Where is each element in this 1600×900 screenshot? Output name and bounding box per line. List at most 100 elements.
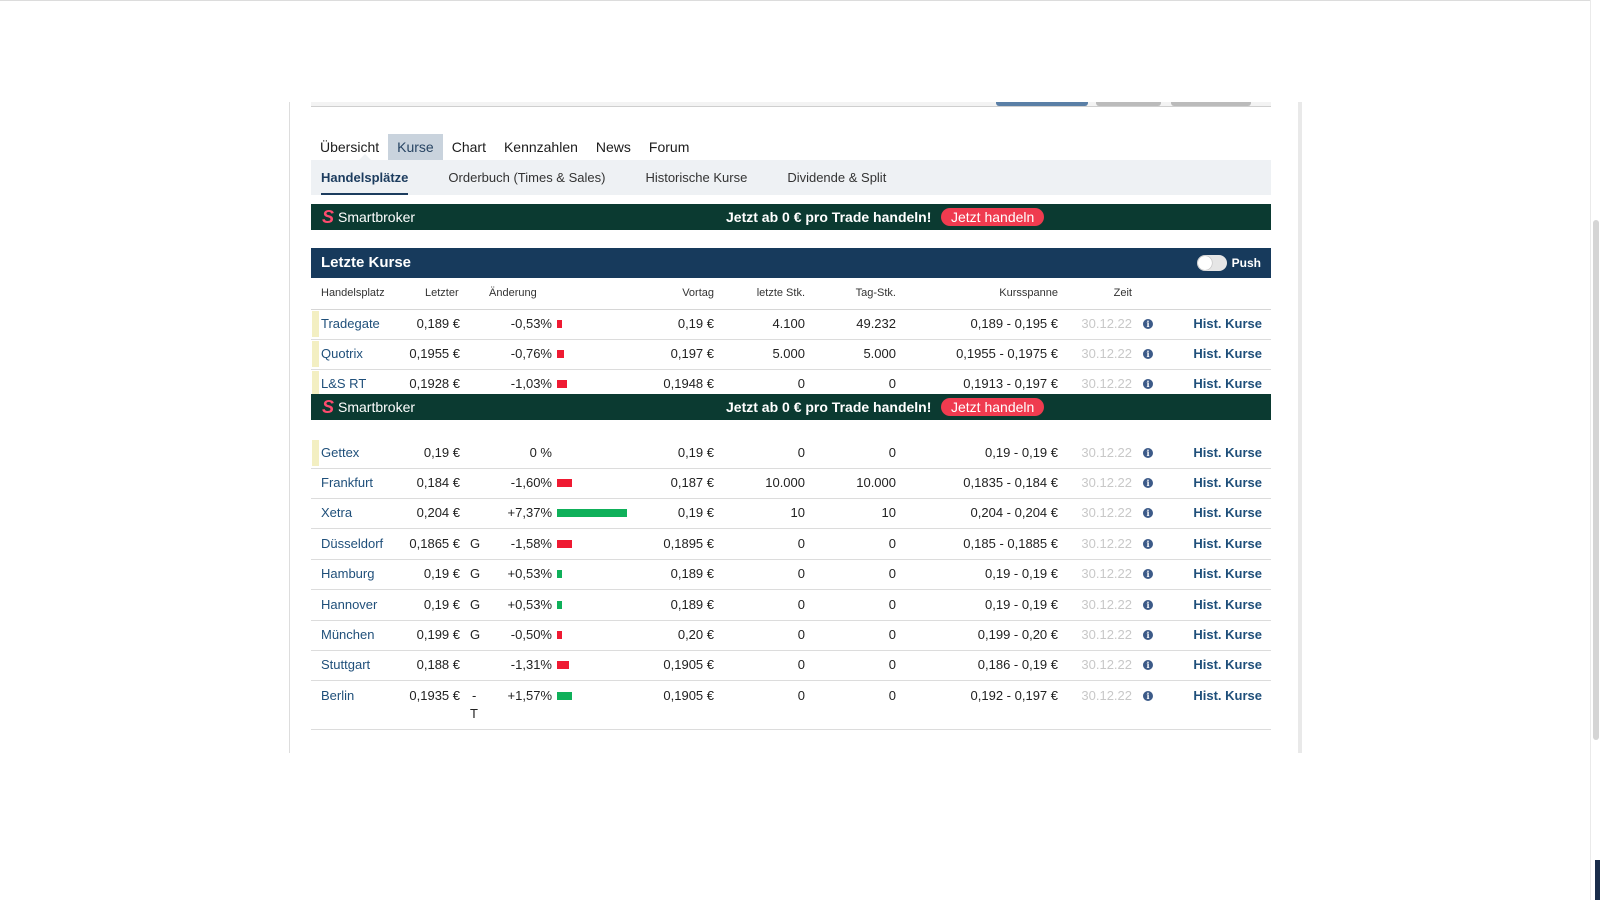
- change-bar: [557, 631, 562, 639]
- jetzt-handeln-button[interactable]: Jetzt handeln: [941, 208, 1045, 226]
- venue-link[interactable]: Xetra: [321, 505, 353, 520]
- last-quantity: 0: [797, 536, 805, 551]
- tab-forum[interactable]: Forum: [648, 139, 690, 155]
- toolbar-button-remnant[interactable]: [996, 102, 1088, 106]
- banner-promo-text: Jetzt ab 0 € pro Trade handeln!: [726, 209, 932, 225]
- hist-kurse-link[interactable]: Hist. Kurse: [1193, 597, 1262, 612]
- tab-uebersicht[interactable]: Übersicht: [320, 139, 380, 155]
- scrollbar-thumb[interactable]: [1593, 220, 1599, 740]
- venue-link[interactable]: Frankfurt: [321, 475, 374, 490]
- push-label: Push: [1231, 256, 1261, 270]
- tab-chart[interactable]: Chart: [451, 139, 486, 155]
- info-icon[interactable]: i: [1143, 349, 1153, 359]
- letzte-kurse-header: Letzte Kurse Push: [311, 248, 1271, 278]
- quote-time: 30.12.22: [1081, 627, 1132, 642]
- venue-link[interactable]: München: [321, 627, 375, 642]
- day-quantity: 0: [888, 597, 896, 612]
- browser-top-border: [0, 0, 1600, 1]
- prev-close: 0,197 €: [670, 346, 714, 361]
- hist-kurse-link[interactable]: Hist. Kurse: [1193, 445, 1262, 460]
- venue-link[interactable]: Hannover: [321, 597, 378, 612]
- change-bar: [557, 350, 564, 358]
- venue-link[interactable]: Berlin: [321, 688, 355, 703]
- quote-time: 30.12.22: [1081, 475, 1132, 490]
- venue-link[interactable]: Quotrix: [321, 346, 363, 361]
- toggle-knob: [1197, 256, 1212, 270]
- toolbar-button-remnant[interactable]: [1096, 102, 1161, 106]
- day-quantity: 5.000: [863, 346, 896, 361]
- hist-kurse-link[interactable]: Hist. Kurse: [1193, 316, 1262, 331]
- last-quantity: 10.000: [765, 475, 805, 490]
- hist-kurse-link[interactable]: Hist. Kurse: [1193, 505, 1262, 520]
- col-zeit: Zeit: [1113, 287, 1132, 299]
- tab-kennzahlen[interactable]: Kennzahlen: [503, 139, 578, 155]
- flag-marker: -: [472, 688, 477, 703]
- change-bar: [557, 380, 567, 388]
- smartbroker-ad-banner[interactable]: S Smartbroker Jetzt ab 0 € pro Trade han…: [311, 204, 1271, 230]
- hist-kurse-link[interactable]: Hist. Kurse: [1193, 346, 1262, 361]
- venue-link[interactable]: Stuttgart: [321, 657, 371, 672]
- flag-marker: T: [470, 706, 478, 721]
- table-row: Gettex 0,19 € 0 % 0,19 € 0 0 0,19 - 0,19 € 30.1…: [311, 438, 1271, 469]
- subtab-orderbuch[interactable]: Orderbuch (Times & Sales): [448, 170, 606, 185]
- venue-link[interactable]: Düsseldorf: [321, 536, 384, 551]
- hist-kurse-link[interactable]: Hist. Kurse: [1193, 376, 1262, 391]
- prev-close: 0,1905 €: [663, 657, 714, 672]
- hist-kurse-link[interactable]: Hist. Kurse: [1193, 627, 1262, 642]
- toolbar-button-remnant[interactable]: [1171, 102, 1251, 106]
- quote-time: 30.12.22: [1081, 505, 1132, 520]
- change-percent: +7,37%: [507, 505, 552, 520]
- info-icon[interactable]: i: [1143, 660, 1153, 670]
- venue-link[interactable]: Gettex: [321, 445, 360, 460]
- price-range: 0,19 - 0,19 €: [985, 597, 1058, 612]
- change-bar: [557, 692, 572, 700]
- smartbroker-ad-banner-inline[interactable]: S Smartbroker Jetzt ab 0 € pro Trade han…: [311, 394, 1271, 420]
- info-icon[interactable]: i: [1143, 691, 1153, 701]
- smartbroker-brand-text: Smartbroker: [338, 399, 416, 415]
- hist-kurse-link[interactable]: Hist. Kurse: [1193, 566, 1262, 581]
- col-vortag: Vortag: [682, 287, 714, 299]
- hist-kurse-link[interactable]: Hist. Kurse: [1193, 536, 1262, 551]
- page-scrollbar[interactable]: [1590, 0, 1600, 900]
- hist-kurse-link[interactable]: Hist. Kurse: [1193, 657, 1262, 672]
- change-bar: [557, 540, 572, 548]
- info-icon[interactable]: i: [1143, 448, 1153, 458]
- subtab-handelsplaetze[interactable]: Handelsplätze: [321, 154, 409, 195]
- table-row: Frankfurt 0,184 € -1,60% 0,187 € 10.000 10.00…: [311, 468, 1271, 499]
- day-quantity: 0: [888, 657, 896, 672]
- info-icon[interactable]: i: [1143, 569, 1153, 579]
- last-quantity: 0: [797, 566, 805, 581]
- jetzt-handeln-button[interactable]: Jetzt handeln: [941, 398, 1045, 416]
- info-icon[interactable]: i: [1143, 630, 1153, 640]
- day-quantity: 0: [888, 688, 896, 703]
- table-row: Xetra 0,204 € +7,37% 0,19 € 10 10 0,204 - 0,20…: [311, 498, 1271, 529]
- change-percent: -1,60%: [510, 475, 552, 490]
- last-quantity: 5.000: [772, 346, 805, 361]
- prev-close: 0,19 €: [677, 445, 714, 460]
- subtab-dividende-split[interactable]: Dividende & Split: [787, 170, 887, 185]
- info-icon[interactable]: i: [1143, 600, 1153, 610]
- tab-news[interactable]: News: [595, 139, 631, 155]
- venue-link[interactable]: Tradegate: [321, 316, 380, 331]
- info-icon[interactable]: i: [1143, 319, 1153, 329]
- col-letzte-stk: letzte Stk.: [756, 287, 805, 299]
- info-icon[interactable]: i: [1143, 379, 1153, 389]
- col-handelsplatz: Handelsplatz: [321, 287, 385, 299]
- info-icon[interactable]: i: [1143, 508, 1153, 518]
- hist-kurse-link[interactable]: Hist. Kurse: [1193, 475, 1262, 490]
- quote-time: 30.12.22: [1081, 566, 1132, 581]
- info-icon[interactable]: i: [1143, 478, 1153, 488]
- change-percent: 0 %: [529, 445, 552, 460]
- last-price: 0,1928 €: [409, 376, 460, 391]
- venue-link[interactable]: L&S RT: [321, 376, 367, 391]
- day-quantity: 0: [888, 566, 896, 581]
- tab-kurse[interactable]: Kurse: [388, 134, 443, 160]
- venue-link[interactable]: Hamburg: [321, 566, 375, 581]
- hist-kurse-link[interactable]: Hist. Kurse: [1193, 688, 1262, 703]
- subtab-historische-kurse[interactable]: Historische Kurse: [645, 170, 748, 185]
- prev-close: 0,1895 €: [663, 536, 714, 551]
- quote-time: 30.12.22: [1081, 316, 1132, 331]
- info-icon[interactable]: i: [1143, 539, 1153, 549]
- push-toggle[interactable]: [1196, 255, 1227, 271]
- table-row: Hamburg 0,19 € G +0,53% 0,189 € 0 0 0,19 - 0,19…: [311, 559, 1271, 590]
